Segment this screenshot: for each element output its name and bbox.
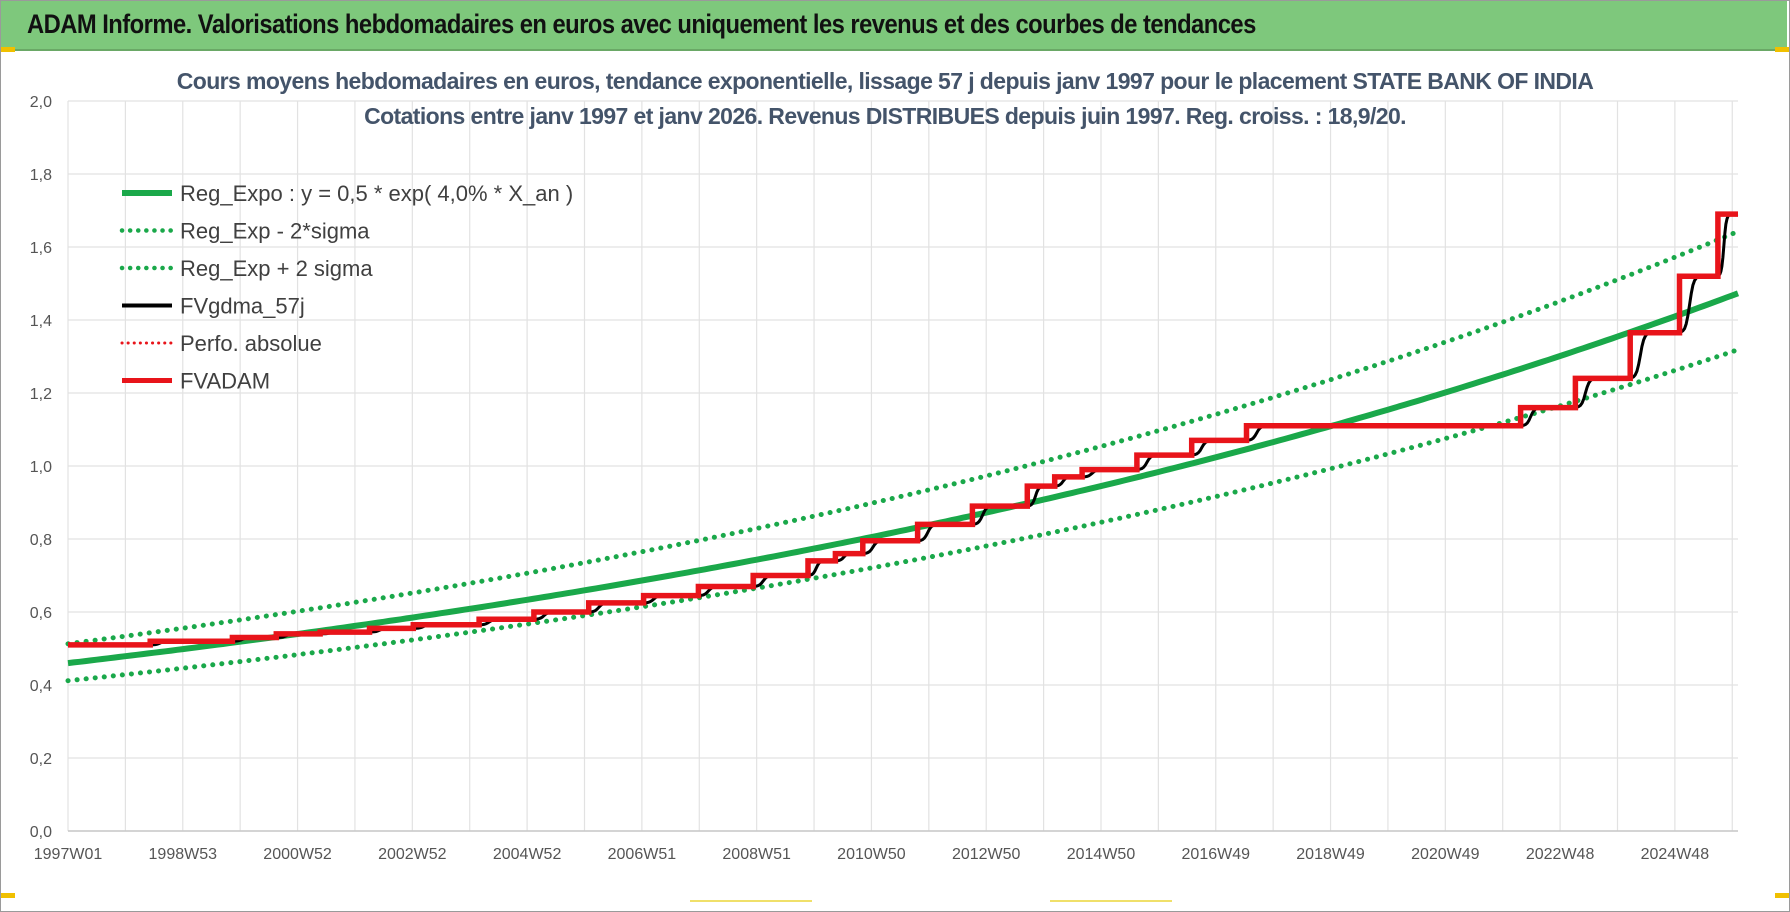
series-reg-exp-plus-2sigma [65, 228, 1741, 647]
x-tick-label: 2018W49 [1296, 846, 1365, 863]
series-layer [65, 211, 1741, 684]
legend-label: Reg_Expo : y = 0,5 * exp( 4,0% * X_an ) [180, 181, 573, 206]
x-tick-label: 2020W49 [1411, 846, 1480, 863]
x-tick-label: 2016W49 [1182, 846, 1251, 863]
banner: ADAM Informe. Valorisations hebdomadaire… [1, 1, 1787, 51]
x-tick-label: 2010W50 [837, 846, 906, 863]
y-tick-label: 0,6 [30, 605, 52, 622]
selection-mark [690, 900, 812, 902]
y-tick-label: 0,8 [30, 532, 52, 549]
y-tick-label: 1,0 [30, 459, 52, 476]
legend-label: Reg_Exp + 2 sigma [180, 256, 373, 281]
series-fvadam [68, 211, 1738, 648]
y-tick-label: 0,0 [30, 824, 52, 841]
x-tick-label: 1997W01 [34, 846, 103, 863]
y-tick-label: 2,0 [30, 94, 52, 111]
legend: Reg_Expo : y = 0,5 * exp( 4,0% * X_an ) R… [119, 181, 573, 394]
y-tick-label: 0,4 [30, 678, 52, 695]
y-tick-label: 1,2 [30, 386, 52, 403]
corner-handle[interactable] [1775, 893, 1789, 898]
x-tick-label: 2014W50 [1067, 846, 1136, 863]
x-tick-label: 1998W53 [149, 846, 218, 863]
corner-handle[interactable] [1, 47, 15, 52]
x-tick-label: 2002W52 [378, 846, 447, 863]
banner-title: ADAM Informe. Valorisations hebdomadaire… [27, 9, 1256, 39]
y-tick-label: 1,4 [30, 313, 52, 330]
x-tick-label: 2006W51 [608, 846, 677, 863]
legend-label: Perfo. absolue [180, 331, 322, 356]
chart-title: Cours moyens hebdomadaires en euros, ten… [177, 68, 1593, 94]
corner-handle[interactable] [1775, 47, 1789, 52]
x-tick-label: 2008W51 [722, 846, 791, 863]
selection-mark [1050, 900, 1172, 902]
y-tick-label: 0,2 [30, 751, 52, 768]
corner-handle[interactable] [1, 893, 15, 898]
chart: 0,0 0,2 0,4 0,6 0,8 1,0 1,2 1,4 1,6 1,8 2,0 1997W0… [30, 68, 1741, 863]
legend-label: FVgdma_57j [180, 294, 305, 319]
grid [67, 100, 1738, 832]
y-tick-label: 1,8 [30, 167, 52, 184]
x-tick-label: 2024W48 [1641, 846, 1710, 863]
x-tick-label: 2022W48 [1526, 846, 1595, 863]
x-tick-label: 2004W52 [493, 846, 562, 863]
y-axis-ticks: 0,0 0,2 0,4 0,6 0,8 1,0 1,2 1,4 1,6 1,8 2,0 [30, 94, 52, 841]
x-tick-label: 2000W52 [263, 846, 332, 863]
x-tick-label: 2012W50 [952, 846, 1021, 863]
series-reg-exp-minus-2sigma [65, 347, 1741, 684]
legend-label: Reg_Exp - 2*sigma [180, 219, 370, 244]
chart-subtitle: Cotations entre janv 1997 et janv 2026. … [364, 103, 1406, 129]
series-reg-expo [67, 290, 1740, 667]
x-axis-ticks: 1997W01 1998W53 2000W52 2002W52 2004W52 2006W… [34, 846, 1709, 863]
legend-label: FVADAM [180, 369, 270, 394]
y-tick-label: 1,6 [30, 240, 52, 257]
